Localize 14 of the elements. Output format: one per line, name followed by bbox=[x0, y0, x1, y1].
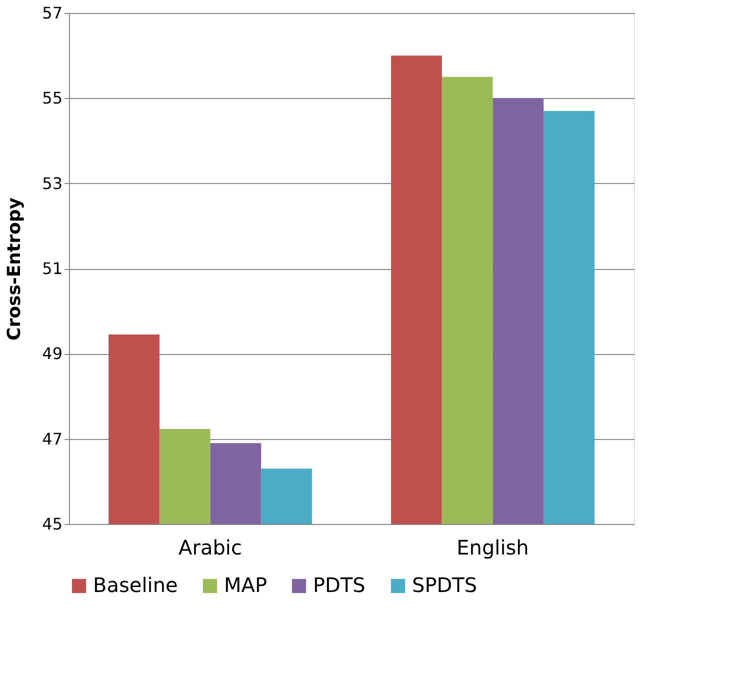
y-tick-label: 49 bbox=[42, 344, 62, 364]
legend-label: SPDTS bbox=[412, 573, 478, 597]
y-tick-label: 55 bbox=[42, 88, 62, 108]
y-tick-label: 53 bbox=[42, 174, 62, 193]
y-tick-label: 45 bbox=[42, 514, 62, 534]
x-tick-label: English bbox=[456, 536, 529, 560]
y-axis-title: Cross-Entropy bbox=[4, 197, 26, 340]
legend-label: PDTS bbox=[313, 573, 366, 597]
y-tick-label: 51 bbox=[42, 259, 62, 278]
legend-label: MAP bbox=[224, 573, 267, 597]
y-tick-label: 57 bbox=[42, 4, 62, 22]
x-tick-label: Arabic bbox=[178, 536, 242, 560]
legend-label: Baseline bbox=[93, 573, 178, 597]
y-tick-label: 47 bbox=[42, 429, 62, 448]
